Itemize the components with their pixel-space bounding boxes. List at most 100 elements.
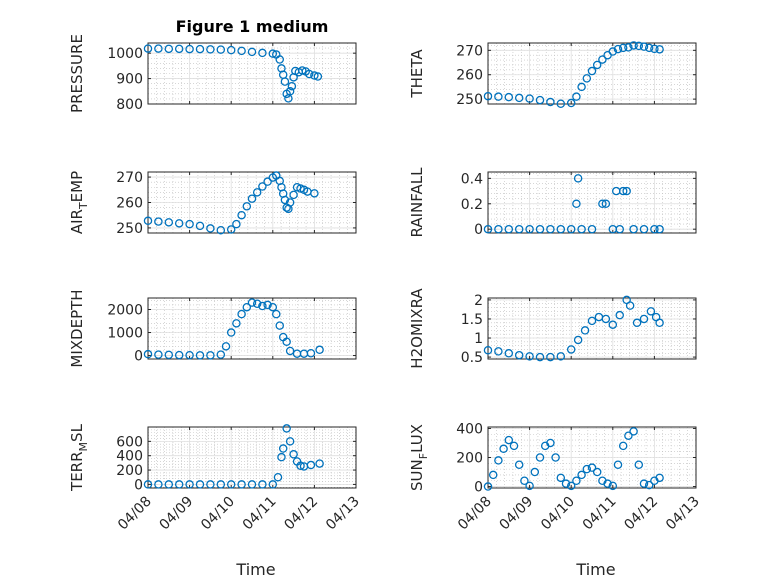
data-point [520, 476, 529, 485]
y-axis-label-text: THETA [408, 49, 426, 99]
data-point [556, 224, 566, 234]
data-point [216, 480, 226, 489]
data-point [143, 44, 153, 53]
x-tick-label: 04/12 [281, 494, 321, 534]
data-point [499, 444, 508, 454]
data-point [655, 318, 664, 328]
y-axis-label-text: AIR [68, 209, 86, 234]
data-point [613, 460, 623, 470]
data-point [298, 66, 307, 75]
data-point [164, 218, 174, 227]
data-point [644, 43, 654, 53]
data-point [195, 221, 205, 231]
y-tick-label: 200 [456, 451, 483, 467]
data-point [535, 453, 545, 462]
subplot-terr: 04/08 04/09 04/10 04/11 04/12 04/13 0200400600… [68, 423, 363, 579]
data-point [655, 45, 664, 54]
data-point [263, 177, 272, 186]
data-point [650, 224, 659, 234]
data-point [504, 224, 514, 234]
axes-box [487, 42, 697, 105]
data-point [174, 219, 184, 228]
data-point [258, 182, 267, 191]
data-point [164, 44, 174, 54]
subplot-sun: 04/08 04/09 04/10 04/11 04/12 04/13 0 200 400 SUN… [408, 421, 703, 579]
data-point [577, 470, 586, 480]
data-point [280, 77, 290, 86]
data-point [488, 470, 498, 480]
data-point [280, 195, 290, 205]
subplot-theta: 250 260 270 THETA [408, 41, 697, 109]
data-point [285, 437, 295, 446]
data-point [174, 480, 184, 489]
data-point [514, 350, 524, 360]
data-point [514, 460, 524, 470]
y-axis-label-text: H2OMIXRA [408, 288, 426, 369]
y-tick-label: 0 [134, 349, 143, 365]
data-point [615, 310, 624, 320]
data-point [154, 350, 163, 359]
x-tick-label: 04/11 [580, 494, 620, 534]
data-point [551, 453, 560, 462]
data-point [582, 464, 592, 474]
data-point [289, 190, 298, 200]
data-point [587, 316, 597, 326]
axes-box [147, 42, 357, 105]
data-point [566, 224, 576, 234]
data-point [601, 314, 611, 324]
y-tick-label: 800 [116, 97, 143, 113]
data-point [143, 480, 153, 489]
data-point [629, 427, 638, 436]
data-point [546, 352, 555, 362]
data-point [646, 307, 656, 316]
y-axis-label-subscript: T [77, 202, 90, 210]
data-point [566, 481, 576, 491]
data-point [226, 328, 236, 337]
y-tick-label: 600 [116, 434, 143, 450]
data-point [226, 225, 236, 234]
data-point [221, 342, 231, 351]
data-point [632, 318, 642, 328]
data-point [237, 210, 246, 220]
data-point [598, 55, 607, 64]
data-point [556, 99, 566, 109]
data-point [598, 199, 607, 209]
data-point [174, 350, 184, 360]
series-markers [143, 298, 324, 360]
y-tick-label: 1000 [107, 326, 143, 342]
y-tick-label: 1000 [107, 46, 143, 62]
y-tick-label: 400 [116, 449, 143, 465]
data-point [494, 456, 503, 465]
data-point [483, 91, 493, 101]
x-tick-label: 04/13 [663, 494, 703, 534]
data-point [655, 224, 664, 234]
y-tick-label: 0.4 [461, 171, 483, 187]
data-point [624, 43, 633, 52]
y-axis-label: PRESSURE [68, 34, 86, 113]
data-point [242, 302, 252, 312]
x-tick-label: 04/09 [497, 494, 537, 534]
y-tick-label: 0 [134, 477, 143, 493]
data-point [185, 44, 194, 54]
axes-box [147, 297, 357, 360]
y-axis-label-text: PRESSURE [68, 34, 86, 113]
data-point [285, 198, 295, 207]
data-point [582, 74, 592, 83]
data-point [278, 444, 288, 453]
plot-area [487, 171, 697, 234]
data-point [185, 219, 194, 229]
y-tick-label: 250 [116, 221, 143, 237]
x-tick-label: 04/13 [323, 494, 363, 534]
y-axis-label-text: TERR [68, 451, 86, 492]
data-point [587, 224, 597, 234]
data-point [546, 438, 555, 448]
y-axis-label-text: MIXDEPTH [68, 289, 86, 367]
data-point [530, 467, 540, 477]
x-tick-label: 04/12 [621, 494, 661, 534]
data-point [258, 48, 267, 58]
y-tick-label: 270 [116, 170, 143, 186]
x-tick-label: 04/08 [455, 494, 495, 534]
data-point [634, 41, 644, 51]
data-point [566, 98, 576, 108]
x-axis-label: Time [235, 560, 275, 579]
